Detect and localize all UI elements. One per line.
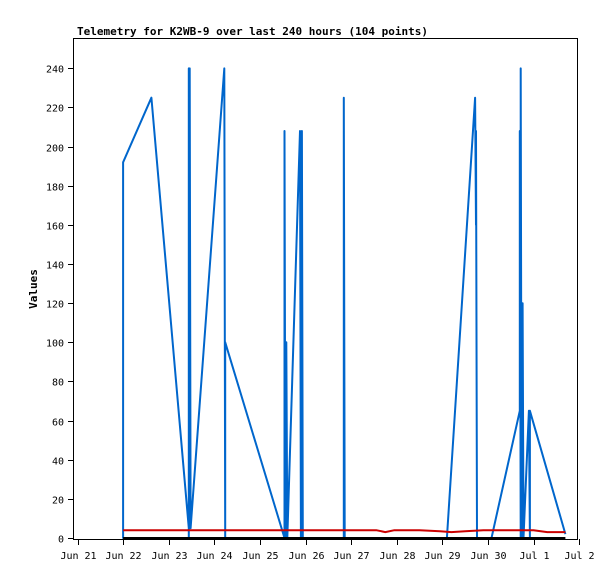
y-tick-label: 120	[46, 300, 64, 311]
plot-frame	[73, 38, 578, 540]
x-tick-label: Jul 1	[519, 551, 549, 562]
y-tick-label: 20	[52, 496, 64, 507]
x-tick-label: Jun 25	[242, 551, 278, 562]
x-tick-label: Jun 23	[151, 551, 187, 562]
y-tick-label: 40	[52, 457, 64, 468]
x-tick-label: Jun 28	[379, 551, 415, 562]
x-tick-label: Jun 22	[105, 551, 141, 562]
plot-area	[122, 67, 567, 539]
y-tick-label: 200	[46, 144, 64, 155]
axes: 0 20 40 60 80 100 120 140 160 180 200 220 240 Jun 21 J…	[46, 65, 595, 563]
x-tick-label: Jun 27	[333, 551, 369, 562]
y-tick-label: 140	[46, 261, 64, 272]
series-line-2	[123, 529, 566, 534]
x-tick-label: Jun 21	[60, 551, 96, 562]
y-tick-label: 160	[46, 222, 64, 233]
series-line-1	[122, 67, 567, 539]
y-tick-label: 100	[46, 339, 64, 350]
x-tick-label: Jun 26	[288, 551, 324, 562]
y-tick-label: 80	[52, 378, 64, 389]
x-tick-label: Jun 24	[196, 551, 232, 562]
chart-title: Telemetry for K2WB-9 over last 240 hours…	[77, 25, 428, 38]
y-tick-label: 240	[46, 65, 64, 76]
y-tick-label: 0	[58, 535, 64, 546]
y-tick-label: 60	[52, 418, 64, 429]
y-axis-label: Values	[27, 269, 40, 309]
x-tick-label: Jun 30	[470, 551, 506, 562]
x-tick-label: Jun 29	[424, 551, 460, 562]
x-tick-label: Jul 2	[564, 551, 594, 562]
y-tick-label: 220	[46, 104, 64, 115]
y-tick-label: 180	[46, 183, 64, 194]
